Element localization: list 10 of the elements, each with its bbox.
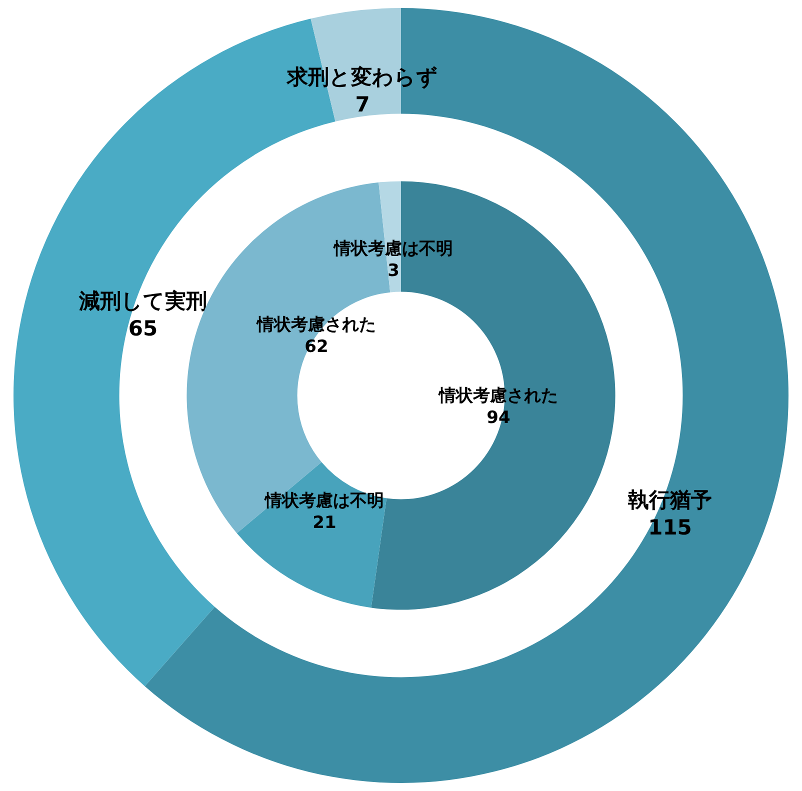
slice-label: 情状考慮は不明: [264, 491, 384, 511]
slice-label: 情状考慮された: [256, 315, 376, 335]
data-label: 115: [648, 515, 692, 540]
donut-slice: [236, 462, 387, 608]
data-label: 7: [355, 92, 370, 116]
data-label: 65: [128, 316, 158, 340]
data-label: 3: [388, 261, 400, 282]
data-label: 62: [304, 337, 328, 358]
slice-label: 情状考慮は不明: [333, 239, 453, 259]
data-label: 21: [312, 513, 336, 534]
